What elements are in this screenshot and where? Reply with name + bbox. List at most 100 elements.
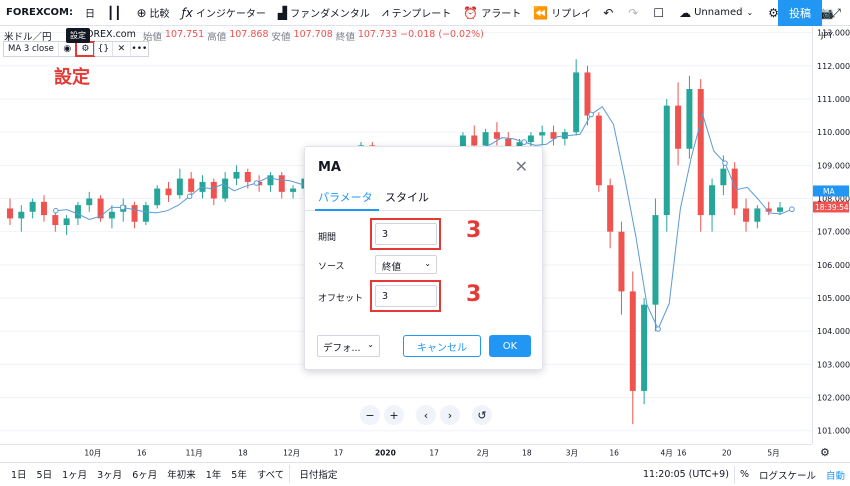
top-toolbar: FOREXCOM: 日 ┃┃ ⊕ 比較 ƒx インジケーター ▟ ファンダメンタル ⩘… [0,0,850,26]
snapshot-button[interactable]: 📷 [813,0,843,26]
time-tick-label: 12月 [283,448,300,457]
chevron-down-icon: ⌄ [367,340,374,349]
candle-body [595,115,602,186]
candle-body [618,231,625,292]
candle-body [471,135,478,146]
offset-highlight-box [370,280,441,312]
price-axis[interactable]: 113.000 112.000 111.000 110.000 109.000 108.0… [812,26,850,444]
interval-button[interactable]: 日 [85,9,96,20]
source-code-button[interactable]: {} [93,42,112,56]
tab-parameters[interactable]: パラメータ [318,191,373,204]
range-1m[interactable]: 1ヶ月 [62,470,88,481]
select-checkbox[interactable]: ☐ [647,0,673,26]
ma-tag-bg [813,185,849,197]
range-5d[interactable]: 5日 [36,470,53,481]
range-1y[interactable]: 1年 [205,470,222,481]
camera-icon: 📷 [818,5,834,20]
dialog-title: MA [318,160,341,175]
clock-time[interactable]: 11:20:05 (UTC+9) [643,469,729,480]
period-input[interactable]: 3 [375,223,437,245]
source-select[interactable]: 終値 ⌄ [375,255,437,274]
range-3m[interactable]: 3ヶ月 [97,470,123,481]
layout-button[interactable]: ☁ Unnamed ⌄ [679,5,754,20]
indicators-button[interactable]: ƒx インジケーター [181,5,266,21]
candle-body [290,188,297,192]
price-chart[interactable] [0,26,812,444]
chevron-down-icon: ⌄ [746,8,754,17]
legend-close: 107.733 [357,29,398,40]
divider [289,465,291,483]
annotation-three-offset: 3 [466,282,482,307]
more-button[interactable]: ••• [129,42,148,56]
braces-icon: {} [97,44,110,54]
price-tick-label: 104.000 [817,327,850,336]
time-tick-label: 17 [334,448,344,457]
range-5y[interactable]: 5年 [231,470,247,481]
currency-label: JPY [820,31,833,40]
candle-body [493,132,500,139]
candle-body [709,185,716,216]
defaults-dropdown[interactable]: デフォ... ⌄ [317,335,380,357]
log-scale-toggle[interactable]: ログスケール [758,470,816,482]
settings-button[interactable]: ⚙ [762,0,788,26]
post-button[interactable]: 投稿 [778,0,822,26]
axis-settings-button[interactable]: ⚙ [820,446,830,459]
undo-button[interactable]: ↶ [597,0,622,26]
candle-body [652,215,659,305]
chart-type-button[interactable]: ┃┃ [101,0,130,26]
divider [733,465,735,484]
candle-body [40,201,47,216]
tab-style[interactable]: スタイル [385,191,429,204]
replay-button[interactable]: ⏪ リプレイ [533,5,592,21]
ma-marker [655,326,661,332]
range-1d[interactable]: 1日 [11,470,27,481]
candle-body [131,205,138,222]
range-ytd[interactable]: 年初来 [167,470,196,481]
candle-body [188,178,195,192]
date-range-button[interactable]: 日付指定 [299,470,338,481]
symbol-search[interactable]: FOREXCOM: [6,7,74,18]
fundamentals-button[interactable]: ▟ ファンダメンタル [277,5,370,21]
period-highlight-box [370,218,441,250]
reset-icon: ↺ [477,408,487,422]
redo-button[interactable]: ↷ [622,0,647,26]
ma-indicator-row[interactable]: MA 3 close ◉ ⚙ {} ✕ ••• [3,41,149,57]
visibility-toggle[interactable]: ◉ [57,42,76,56]
offset-input[interactable]: 3 [375,285,437,307]
dialog-close-button[interactable]: ✕ [515,157,528,176]
candle-body [482,132,489,146]
templates-button[interactable]: ⩘ テンプレート [381,5,452,20]
range-all[interactable]: すべて [256,470,285,481]
time-axis[interactable]: 10月 16 11月 18 12月 17 2020 17 2月 18 3月 16 4月 16 20 5月 [0,444,812,460]
ok-button[interactable]: OK [489,335,531,357]
toolbar-expand-button[interactable]: ⤢ [822,0,850,26]
zoom-out-button[interactable]: − [360,405,380,425]
percent-toggle[interactable]: % [739,469,749,480]
alert-button[interactable]: ⏰ アラート [463,5,522,21]
legend-low: 107.708 [293,29,333,40]
scroll-right-button[interactable]: › [440,405,460,425]
zoom-in-button[interactable]: + [384,405,404,425]
price-tick-label: 109.000 [817,161,850,170]
rewind-icon: ⏪ [533,5,549,20]
reset-chart-button[interactable]: ↺ [472,405,492,425]
annotation-three-period: 3 [466,218,482,243]
cancel-button[interactable]: キャンセル [403,335,481,357]
close-icon: ✕ [117,44,126,54]
price-tick-label: 111.000 [817,95,850,104]
time-tick-label: 11月 [186,448,203,457]
candle-body [176,178,183,196]
price-tick-label: 102.000 [817,394,850,403]
auto-scale-toggle[interactable]: 自動 [825,470,845,482]
legend-open-label: 始値 [142,32,162,43]
time-tick-label: 2月 [477,448,489,457]
range-6m[interactable]: 6ヶ月 [132,470,158,481]
scroll-left-button[interactable]: ‹ [416,405,436,425]
candle-body [210,181,217,199]
compare-button[interactable]: ⊕ 比較 [136,5,170,21]
candle-body [573,72,580,133]
candle-body [550,132,557,139]
remove-indicator-button[interactable]: ✕ [111,42,130,56]
ma-settings-button[interactable]: ⚙ [74,41,95,57]
zoom-controls: − + ‹ › ↺ [360,405,492,425]
